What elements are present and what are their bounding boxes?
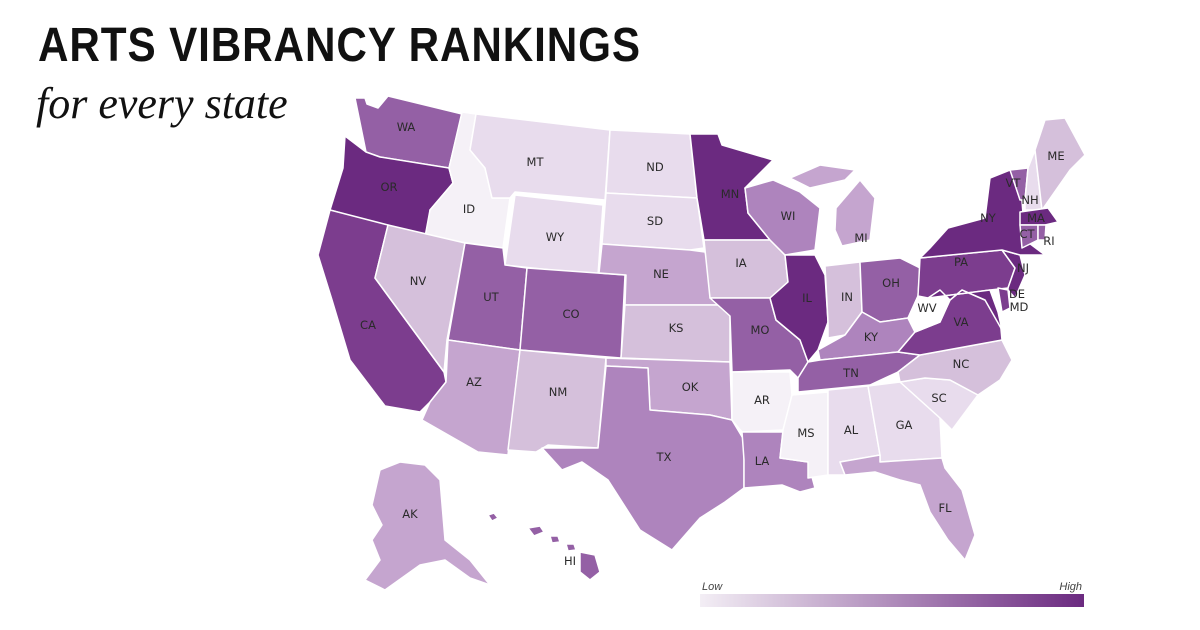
state-label-CA: CA (360, 318, 376, 332)
state-FL[interactable] (839, 454, 976, 561)
state-label-ID: ID (463, 202, 475, 216)
state-label-MT: MT (527, 155, 545, 169)
state-label-MO: MO (751, 323, 770, 337)
state-label-WI: WI (781, 209, 796, 223)
state-label-OH: OH (882, 276, 900, 290)
legend-low-label: Low (702, 581, 723, 593)
state-label-ME: ME (1047, 149, 1064, 163)
state-label-IN: IN (841, 290, 853, 304)
state-AK[interactable] (364, 461, 491, 591)
page-title: ARTS VIBRANCY RANKINGS (38, 19, 641, 72)
state-label-OR: OR (380, 180, 397, 194)
state-label-MN: MN (721, 187, 740, 201)
state-NY[interactable] (919, 169, 1046, 259)
page-subtitle: for every state (36, 79, 288, 128)
state-label-NC: NC (953, 357, 970, 371)
state-label-NM: NM (549, 385, 568, 399)
state-label-WY: WY (546, 230, 565, 244)
state-label-TX: TX (656, 450, 672, 464)
state-label-NV: NV (410, 274, 427, 288)
state-label-NH: NH (1021, 193, 1038, 207)
state-label-AZ: AZ (466, 375, 482, 389)
state-label-GA: GA (896, 418, 913, 432)
state-label-AR: AR (754, 393, 770, 407)
state-label-HI: HI (564, 554, 576, 568)
state-label-KS: KS (669, 321, 684, 335)
state-MI[interactable] (789, 164, 876, 247)
state-label-NY: NY (980, 211, 997, 225)
state-NV[interactable] (374, 224, 466, 373)
state-label-WA: WA (397, 120, 416, 134)
state-label-VA: VA (954, 315, 969, 329)
state-RI[interactable] (1037, 224, 1047, 241)
legend: Low High (700, 581, 1084, 607)
state-label-SD: SD (647, 214, 663, 228)
state-label-CO: CO (562, 307, 579, 321)
state-label-MD: MD (1010, 300, 1029, 314)
state-label-AK: AK (402, 507, 418, 521)
state-label-IA: IA (735, 256, 746, 270)
state-label-LA: LA (755, 454, 770, 468)
state-label-AL: AL (844, 423, 859, 437)
state-label-WV: WV (917, 301, 936, 315)
state-MD[interactable] (927, 289, 1003, 331)
state-HI[interactable] (487, 512, 601, 581)
state-label-MA: MA (1027, 211, 1045, 225)
state-label-OK: OK (682, 380, 699, 394)
state-NM[interactable] (507, 349, 607, 453)
legend-gradient-bar (700, 594, 1084, 607)
state-label-NE: NE (653, 267, 669, 281)
state-SD[interactable] (601, 192, 705, 251)
state-label-ND: ND (646, 160, 664, 174)
legend-high-label: High (1059, 581, 1082, 593)
state-ME[interactable] (1034, 117, 1086, 211)
state-DE[interactable] (997, 287, 1011, 313)
state-label-RI: RI (1043, 234, 1054, 248)
state-label-CT: CT (1019, 227, 1035, 241)
state-label-MS: MS (797, 426, 814, 440)
state-label-VT: VT (1006, 176, 1022, 190)
state-label-NJ: NJ (1017, 261, 1029, 275)
state-label-MI: MI (854, 231, 867, 245)
state-label-KY: KY (864, 330, 879, 344)
state-label-IL: IL (802, 291, 812, 305)
state-WI[interactable] (744, 179, 821, 256)
state-KS[interactable] (620, 304, 731, 363)
state-label-DE: DE (1009, 287, 1025, 301)
state-NJ[interactable] (1001, 249, 1026, 299)
state-label-FL: FL (938, 501, 952, 515)
state-TX[interactable] (541, 365, 745, 551)
state-label-PA: PA (954, 255, 968, 269)
state-label-UT: UT (483, 290, 499, 304)
state-label-SC: SC (931, 391, 946, 405)
state-label-TN: TN (842, 366, 859, 380)
state-MA[interactable] (1019, 207, 1059, 226)
